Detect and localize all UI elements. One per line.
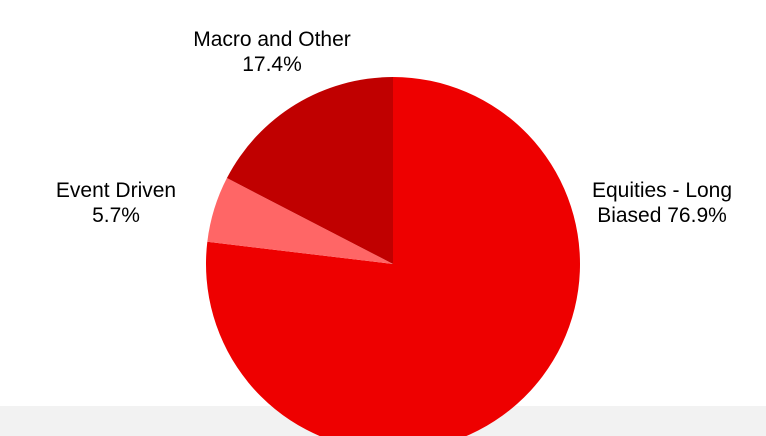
slice-label-equities-long-biased-line-2: Biased 76.9%: [597, 204, 727, 227]
slice-label-event-driven-line-1: Event Driven: [55, 179, 177, 202]
slice-label-macro-and-other: Macro and Other 17.4%: [152, 27, 392, 77]
slice-label-equities-long-biased: Equities - Long Biased 76.9%: [562, 178, 762, 228]
pie-slice-macro-and-other: [226, 77, 393, 264]
slice-label-macro-and-other-line-1: Macro and Other: [193, 28, 351, 51]
slice-label-equities-long-biased-line-1: Equities - Long: [591, 179, 733, 202]
pie-slice-equities-long-biased: [205, 77, 580, 436]
slice-label-event-driven-line-2: 5.7%: [92, 204, 140, 227]
slice-label-event-driven: Event Driven 5.7%: [28, 178, 204, 228]
pie-slice-event-driven: [207, 178, 393, 264]
slice-label-macro-and-other-line-2: 17.4%: [242, 53, 302, 76]
